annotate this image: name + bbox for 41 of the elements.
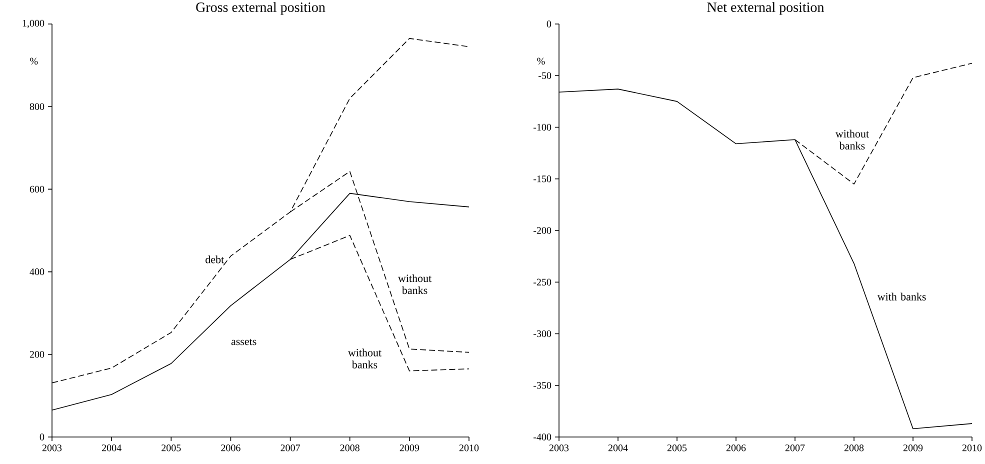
y-tick-label: 1,000 <box>22 20 44 28</box>
annotation: without banks <box>835 130 869 150</box>
y-tick-label: 600 <box>30 186 44 193</box>
x-tick-label: 2005 <box>667 444 687 452</box>
annotation: debt <box>206 256 224 264</box>
x-tick-label: 2006 <box>726 444 746 452</box>
x-tick-label: 2004 <box>608 444 628 452</box>
y-tick-label: 400 <box>30 268 44 276</box>
y-axis-title: % <box>537 58 545 65</box>
x-tick-label: 2007 <box>785 444 805 452</box>
y-tick-label: 200 <box>30 351 44 358</box>
x-tick-label: 2003 <box>549 444 569 452</box>
x-tick-label: 2007 <box>280 444 300 452</box>
y-tick-label: -350 <box>534 382 552 389</box>
chart-title: Gross external position <box>196 2 326 15</box>
x-tick-label: 2006 <box>221 444 240 452</box>
y-tick-label: 0 <box>40 434 44 440</box>
y-tick-label: -250 <box>534 278 552 286</box>
x-tick-label: 2009 <box>903 444 923 452</box>
annotation: without banks <box>398 274 432 294</box>
y-tick-label: 0 <box>546 20 552 28</box>
annotation: without banks <box>348 348 382 368</box>
y-tick-label: -200 <box>534 227 552 234</box>
x-tick-label: 2009 <box>400 444 420 452</box>
y-tick-label: -50 <box>538 72 552 79</box>
chart-title: Net external position <box>707 2 824 15</box>
x-tick-label: 2003 <box>42 444 62 452</box>
x-tick-label: 2008 <box>340 444 360 452</box>
y-tick-label: -400 <box>534 434 552 440</box>
x-tick-label: 2010 <box>459 444 479 452</box>
y-tick-label: -300 <box>534 330 552 338</box>
y-tick-label: -150 <box>534 176 552 182</box>
y-tick-label: -100 <box>534 124 552 131</box>
x-tick-label: 2010 <box>962 444 982 452</box>
annotation: with banks <box>877 292 926 300</box>
x-tick-label: 2008 <box>844 444 864 452</box>
x-tick-label: 2005 <box>162 444 181 452</box>
y-tick-label: 800 <box>30 103 44 110</box>
annotation: assets <box>231 338 256 346</box>
x-tick-label: 2004 <box>102 444 122 452</box>
y-axis-title: % <box>30 58 38 65</box>
